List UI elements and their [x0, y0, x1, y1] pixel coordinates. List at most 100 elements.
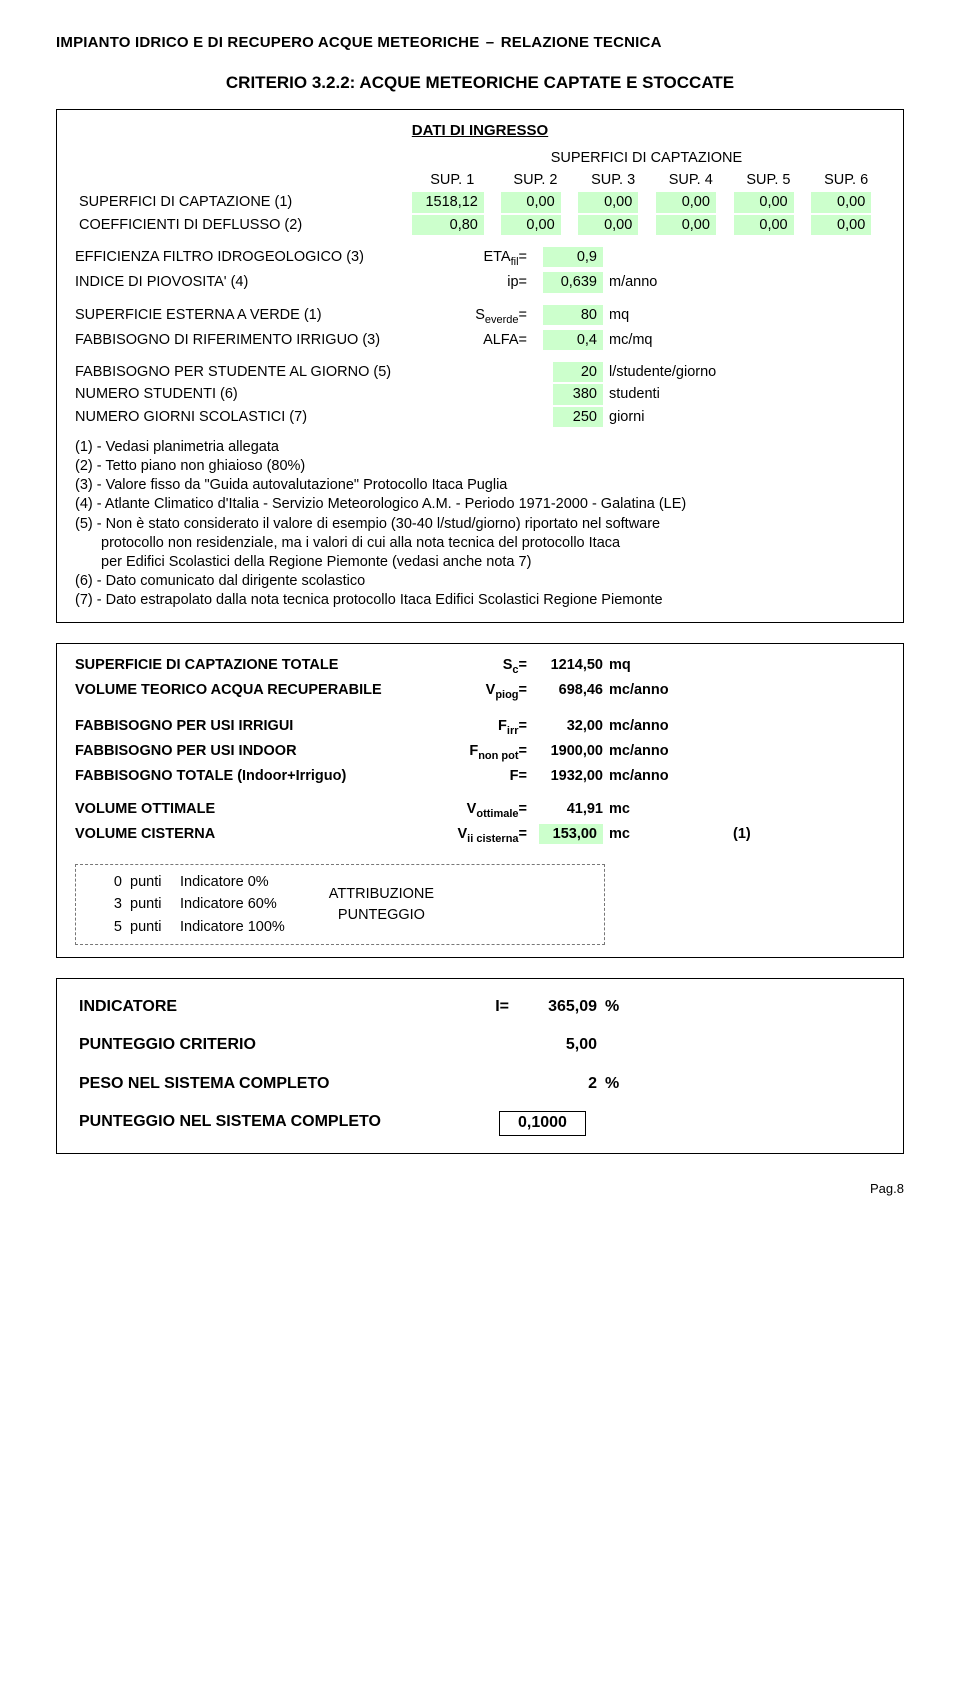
val: 2	[509, 1072, 597, 1096]
indicator-row: INDICATORE I= 365,09 %	[79, 995, 881, 1019]
note: protocollo non residenziale, ma i valori…	[75, 534, 885, 553]
unit: mc/anno	[603, 740, 713, 765]
val: 365,09	[509, 995, 597, 1019]
label: PUNTEGGIO NEL SISTEMA COMPLETO	[79, 1110, 499, 1136]
pts-u: punti	[126, 916, 176, 938]
criterio-row: PUNTEGGIO CRITERIO 5,00	[79, 1033, 881, 1057]
pts-u: punti	[126, 893, 176, 915]
captazione-table: SUPERFICI DI CAPTAZIONE SUP. 1 SUP. 2 SU…	[75, 147, 885, 236]
row-label: COEFFICIENTI DI DEFLUSSO (2)	[75, 214, 408, 236]
pts-i: Indicatore 0%	[176, 871, 289, 893]
val: 0,9	[543, 247, 603, 267]
extra: (1)	[713, 823, 751, 848]
peso-row: PESO NEL SISTEMA COMPLETO 2 %	[79, 1072, 881, 1096]
cell: 0,00	[734, 215, 794, 235]
unit: mc	[603, 798, 713, 823]
cell: 0,00	[734, 192, 794, 212]
note: (2) - Tetto piano non ghiaioso (80%)	[75, 457, 885, 476]
page-header: IMPIANTO IDRICO E DI RECUPERO ACQUE METE…	[56, 32, 904, 53]
result-row: VOLUME CISTERNA Vii cisterna= 153,00 mc …	[75, 823, 885, 848]
pts-u: punti	[126, 871, 176, 893]
pts: 0	[92, 871, 126, 893]
param-row: FABBISOGNO PER STUDENTE AL GIORNO (5) 20…	[75, 361, 885, 383]
eq: Severde=	[431, 304, 531, 329]
param-row: NUMERO GIORNI SCOLASTICI (7) 250 giorni	[75, 406, 885, 428]
cell: 0,00	[811, 192, 871, 212]
capt-subhead: SUPERFICI DI CAPTAZIONE	[408, 147, 885, 169]
val: 698,46	[531, 679, 603, 704]
val: 0,639	[543, 272, 603, 292]
cell: 1518,12	[412, 192, 484, 212]
page-footer: Pag.8	[56, 1180, 904, 1198]
cell: 0,00	[656, 192, 716, 212]
eq: Sc=	[431, 654, 531, 679]
section-title: CRITERIO 3.2.2: ACQUE METEORICHE CAPTATE…	[56, 71, 904, 95]
col-h: SUP. 1	[408, 169, 497, 191]
val: 0,1000	[499, 1111, 586, 1135]
label: INDICATORE	[79, 995, 469, 1019]
label: EFFICIENZA FILTRO IDROGEOLOGICO (3)	[75, 246, 431, 271]
col-h: SUP. 3	[574, 169, 652, 191]
input-box: DATI DI INGRESSO SUPERFICI DI CAPTAZIONE…	[56, 109, 904, 623]
val: 1214,50	[531, 654, 603, 679]
unit: l/studente/giorno	[603, 361, 773, 383]
param-row: EFFICIENZA FILTRO IDROGEOLOGICO (3) ETAf…	[75, 246, 885, 271]
cell: 0,00	[501, 215, 561, 235]
col-h: SUP. 4	[652, 169, 730, 191]
label: NUMERO STUDENTI (6)	[75, 383, 531, 405]
cell: 0,80	[412, 215, 484, 235]
eq: Vottimale=	[431, 798, 531, 823]
unit: mq	[603, 304, 713, 329]
label: FABBISOGNO PER USI IRRIGUI	[75, 715, 431, 740]
unit	[603, 246, 713, 271]
unit: %	[597, 995, 619, 1019]
pts-i: Indicatore 60%	[176, 893, 289, 915]
result-row: VOLUME OTTIMALE Vottimale= 41,91 mc	[75, 798, 885, 823]
note: (4) - Atlante Climatico d'Italia - Servi…	[75, 495, 885, 514]
label: FABBISOGNO PER STUDENTE AL GIORNO (5)	[75, 361, 531, 383]
label: VOLUME TEORICO ACQUA RECUPERABILE	[75, 679, 431, 704]
pts: 5	[92, 916, 126, 938]
unit: studenti	[603, 383, 713, 405]
param-row: NUMERO STUDENTI (6) 380 studenti	[75, 383, 885, 405]
eq: F=	[431, 765, 531, 787]
val: 153,00	[539, 824, 603, 844]
param-row: FABBISOGNO DI RIFERIMENTO IRRIGUO (3) AL…	[75, 329, 885, 351]
unit: mc/anno	[603, 679, 713, 704]
label: INDICE DI PIOVOSITA' (4)	[75, 271, 431, 293]
unit: mq	[603, 654, 713, 679]
val: 32,00	[531, 715, 603, 740]
eq: ip=	[431, 271, 531, 293]
cell: 0,00	[501, 192, 561, 212]
pts-i: Indicatore 100%	[176, 916, 289, 938]
points-table: 0 punti Indicatore 0% 3 punti Indicatore…	[92, 871, 289, 938]
col-h: SUP. 5	[730, 169, 808, 191]
label: NUMERO GIORNI SCOLASTICI (7)	[75, 406, 531, 428]
cell: 0,00	[656, 215, 716, 235]
val: 380	[553, 384, 603, 404]
row-label: SUPERFICI DI CAPTAZIONE (1)	[75, 191, 408, 213]
results-box: SUPERFICIE DI CAPTAZIONE TOTALE Sc= 1214…	[56, 643, 904, 958]
eq: Firr=	[431, 715, 531, 740]
note: (7) - Dato estrapolato dalla nota tecnic…	[75, 591, 885, 610]
val: 250	[553, 407, 603, 427]
eq: I=	[469, 995, 509, 1019]
points-box: 0 punti Indicatore 0% 3 punti Indicatore…	[75, 864, 605, 945]
eq: Vii cisterna=	[431, 823, 531, 848]
unit: m/anno	[603, 271, 713, 293]
label: FABBISOGNO TOTALE (Indoor+Irriguo)	[75, 765, 431, 787]
val: 5,00	[509, 1033, 597, 1057]
unit: %	[597, 1072, 619, 1096]
note: (1) - Vedasi planimetria allegata	[75, 438, 885, 457]
cell: 0,00	[578, 215, 638, 235]
val: 20	[553, 362, 603, 382]
val: 1932,00	[531, 765, 603, 787]
attrib-label: ATTRIBUZIONE PUNTEGGIO	[329, 884, 434, 925]
unit: mc	[603, 823, 713, 848]
unit: mc/mq	[603, 329, 713, 351]
param-row: INDICE DI PIOVOSITA' (4) ip= 0,639 m/ann…	[75, 271, 885, 293]
eq: ETAfil=	[431, 246, 531, 271]
label: PUNTEGGIO CRITERIO	[79, 1033, 509, 1057]
label: VOLUME OTTIMALE	[75, 798, 431, 823]
notes: (1) - Vedasi planimetria allegata (2) - …	[75, 438, 885, 610]
